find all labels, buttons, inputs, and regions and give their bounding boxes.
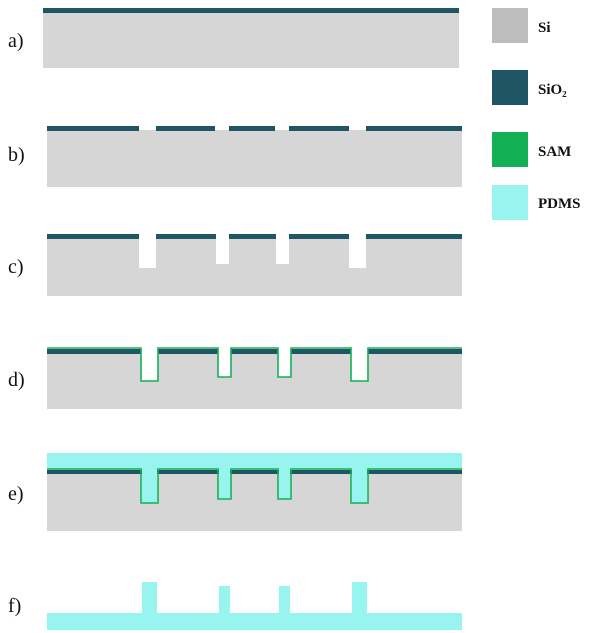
step-d-label: d) (8, 369, 25, 391)
step-b-label: b) (8, 144, 25, 166)
step-c-sio2-segment (366, 234, 462, 239)
step-d-sio2-segment (291, 349, 351, 354)
step-d-sio2-segment (158, 349, 218, 354)
step-f-pdms-base (47, 613, 462, 630)
step-d-trench (142, 352, 157, 380)
legend-label-pdms: PDMS (538, 196, 581, 212)
step-f-label: f) (8, 595, 21, 617)
step-c-si-substrate (47, 238, 462, 296)
legend-item-si: Si (492, 8, 551, 43)
step-f-pdms-post (142, 582, 157, 614)
legend-label-sio2: SiO₂ (538, 82, 567, 98)
step-e-label: e) (8, 483, 24, 505)
legend-item-pdms: PDMS (492, 185, 581, 220)
step-e-pdms-fill (219, 470, 230, 499)
step-b-si-substrate (47, 130, 462, 187)
step-b-sio2-segment (366, 126, 462, 131)
legend-item-sio2: SiO₂ (492, 70, 567, 105)
step-b: b) (8, 126, 462, 187)
step-d-sio2-segment (231, 349, 278, 354)
legend-swatch-pdms (492, 185, 528, 220)
step-e-pdms-layer (47, 453, 462, 470)
step-a: a) (8, 8, 459, 68)
step-c-sio2-segment (156, 234, 216, 239)
step-d-sam-coating (47, 347, 462, 382)
step-a-label: a) (8, 30, 24, 52)
step-b-sio2-segment (47, 126, 139, 131)
step-d: d) (8, 347, 462, 409)
legend-swatch-si (492, 8, 528, 43)
step-d-sio2-segment (368, 349, 462, 354)
step-f: f) (8, 582, 462, 630)
step-f-pdms-post (219, 586, 230, 614)
step-b-sio2-segment (156, 126, 215, 131)
step-e-pdms-fill (352, 470, 367, 503)
step-b-sio2-segment (289, 126, 349, 131)
legend: Si SiO₂ SAM PDMS (492, 8, 581, 220)
step-d-sio2-segment (47, 349, 141, 354)
step-c: c) (8, 234, 462, 296)
legend-label-si: Si (538, 20, 551, 36)
step-e-pdms-fill (279, 470, 290, 499)
step-c-label: c) (8, 256, 24, 278)
step-c-sio2-segment (289, 234, 349, 239)
step-e-sio2-layer (47, 470, 462, 474)
step-a-sio2-layer (43, 8, 459, 13)
legend-swatch-sam (492, 132, 528, 167)
legend-label-sam: SAM (538, 144, 571, 160)
step-c-sio2-segment (229, 234, 276, 239)
step-f-pdms-post (279, 586, 290, 614)
step-d-trench (219, 352, 230, 376)
legend-swatch-sio2 (492, 70, 528, 105)
step-d-si-substrate (47, 351, 462, 409)
step-f-pdms-post (352, 582, 367, 614)
step-d-trench (352, 352, 367, 380)
step-a-si-substrate (43, 12, 459, 68)
step-e: e) (8, 453, 462, 531)
step-e-sam-coating (47, 468, 462, 504)
step-c-sio2-segment (47, 234, 139, 239)
step-b-sio2-segment (229, 126, 275, 131)
legend-item-sam: SAM (492, 132, 571, 167)
step-e-pdms-fill (142, 470, 157, 503)
step-e-si-substrate (47, 473, 462, 531)
step-d-trench (279, 352, 290, 376)
